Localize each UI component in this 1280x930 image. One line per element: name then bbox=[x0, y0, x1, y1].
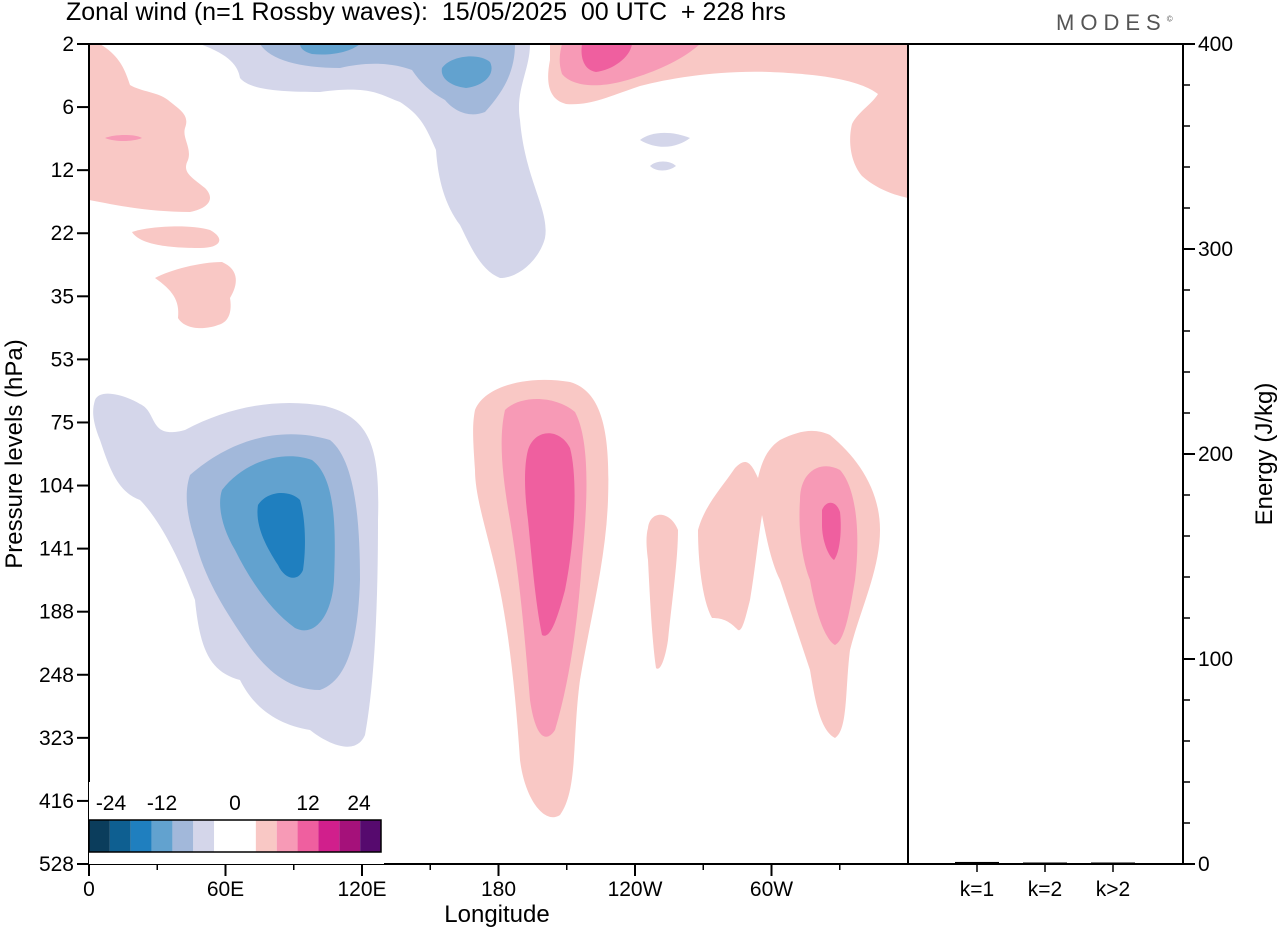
contour-pos-left-2 bbox=[132, 226, 220, 248]
energy-tick-label: 400 bbox=[1198, 33, 1233, 56]
contour-pos-lower-2-8 bbox=[799, 466, 858, 645]
y-tick-label: 53 bbox=[51, 348, 74, 371]
y-tick-label: 323 bbox=[39, 727, 74, 750]
colorbar-label: -24 bbox=[96, 792, 127, 815]
contour-pos-upper-4 bbox=[548, 44, 908, 198]
y-tick-label: 188 bbox=[39, 601, 74, 624]
colorbar: -24 -12 0 12 24 bbox=[88, 782, 384, 864]
bar-category-label: k=1 bbox=[960, 878, 994, 901]
colorbar-box bbox=[214, 820, 235, 852]
colorbar-box bbox=[255, 820, 277, 852]
colorbar-label: 24 bbox=[347, 792, 371, 815]
colorbar-frame bbox=[88, 819, 382, 853]
x-axis: 0 60E 120E 180 120W 60W bbox=[83, 864, 841, 901]
colorbar-label: 12 bbox=[296, 792, 319, 815]
brand-mark: © bbox=[1166, 14, 1173, 24]
colorbar-box bbox=[109, 820, 131, 852]
contour-pos-left-3 bbox=[155, 262, 236, 329]
y-tick-label: 6 bbox=[62, 96, 74, 119]
bar-category-label: k>2 bbox=[1096, 878, 1130, 901]
contour-neg-upper-12-b bbox=[441, 56, 492, 88]
colorbar-box bbox=[235, 820, 256, 852]
colorbar-label: 0 bbox=[229, 792, 241, 815]
colorbar-box bbox=[172, 820, 194, 852]
colorbar-label: -12 bbox=[147, 792, 177, 815]
y-tick-label: 35 bbox=[51, 285, 74, 308]
bar-category-label: k=2 bbox=[1028, 878, 1062, 901]
y-tick-label: 75 bbox=[51, 411, 74, 434]
y-tick-label: 528 bbox=[39, 853, 74, 876]
y-tick-label: 2 bbox=[62, 33, 74, 56]
contour-neg-lower-16 bbox=[257, 493, 305, 578]
x-axis-title: Longitude bbox=[444, 901, 549, 928]
y-tick-label: 248 bbox=[39, 664, 74, 687]
colorbar-box bbox=[318, 820, 340, 852]
x-tick-label: 0 bbox=[83, 878, 95, 901]
y-tick-label: 104 bbox=[39, 475, 74, 498]
x-tick-label: 120E bbox=[337, 878, 386, 901]
colorbar-box bbox=[89, 820, 110, 852]
contour-pos-left-1 bbox=[89, 44, 210, 212]
colorbar-box bbox=[193, 820, 215, 852]
contour-pos-lower-mid bbox=[646, 514, 678, 669]
energy-tick-label: 100 bbox=[1198, 648, 1233, 671]
colorbar-box bbox=[297, 820, 319, 852]
y-tick-label: 12 bbox=[51, 159, 74, 182]
contour-neg-upper-12-a bbox=[300, 44, 360, 55]
colorbar-box bbox=[360, 820, 381, 852]
energy-tick-label: 300 bbox=[1198, 238, 1233, 261]
brand-logo: MODES© bbox=[1056, 10, 1173, 36]
contour-neg-small-a bbox=[640, 132, 690, 147]
x-tick-label: 180 bbox=[481, 878, 516, 901]
energy-tick-label: 0 bbox=[1198, 853, 1210, 876]
chart-title: Zonal wind (n=1 Rossby waves): 15/05/202… bbox=[66, 0, 786, 26]
contour-field bbox=[89, 44, 908, 864]
colorbar-box bbox=[276, 820, 298, 852]
energy-axis-title: Energy (J/kg) bbox=[1251, 383, 1278, 526]
contour-pos-left-dot bbox=[105, 135, 142, 141]
colorbar-box bbox=[130, 820, 152, 852]
contour-pos-lower-1-12 bbox=[525, 433, 575, 636]
y-tick-label: 22 bbox=[51, 222, 74, 245]
colorbar-box bbox=[339, 820, 361, 852]
bar-category-axis: k=1 k=2 k>2 bbox=[960, 864, 1130, 901]
y-axis-title: Pressure levels (hPa) bbox=[1, 339, 28, 568]
y-tick-label: 416 bbox=[39, 790, 74, 813]
x-tick-label: 60E bbox=[207, 878, 244, 901]
energy-bar bbox=[955, 861, 999, 864]
energy-axis: 0 100 200 300 400 bbox=[1183, 33, 1233, 876]
x-tick-label: 60W bbox=[750, 878, 793, 901]
y-axis: 2 6 12 22 35 53 75 104 141 188 248 323 416 528 bbox=[39, 33, 89, 876]
contour-pos-upper-12 bbox=[581, 44, 632, 72]
contour-pos-lower-2-12 bbox=[822, 502, 841, 560]
colorbar-box bbox=[151, 820, 173, 852]
y-tick-label: 141 bbox=[39, 538, 74, 561]
energy-tick-label: 200 bbox=[1198, 443, 1233, 466]
contour-neg-small-b bbox=[650, 161, 676, 171]
brand-text: MODES bbox=[1056, 10, 1167, 35]
x-tick-label: 120W bbox=[608, 878, 663, 901]
